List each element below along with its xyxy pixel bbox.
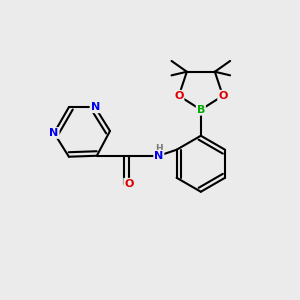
Text: N: N (91, 102, 100, 112)
Text: O: O (124, 179, 134, 189)
Text: N: N (50, 128, 58, 138)
Text: B: B (197, 105, 205, 115)
Text: N: N (154, 151, 164, 161)
Text: H: H (155, 144, 163, 153)
Text: O: O (174, 91, 184, 101)
Text: O: O (218, 91, 227, 101)
